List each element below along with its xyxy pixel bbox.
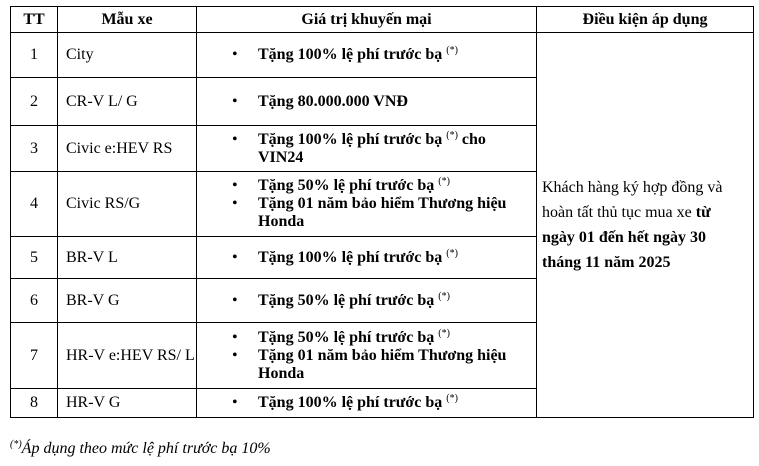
car-model: Civic e:HEV RS bbox=[57, 125, 197, 172]
car-model: BR-V L bbox=[57, 236, 197, 279]
row-number: 2 bbox=[10, 77, 58, 126]
promotion-text: Tặng 80.000.000 VNĐ bbox=[258, 92, 408, 110]
header-condition: Điều kiện áp dụng bbox=[536, 6, 754, 33]
row-number: 8 bbox=[10, 388, 58, 418]
promotion-cell: Tặng 50% lệ phí trước bạ (*)Tặng 01 năm … bbox=[196, 171, 537, 237]
car-model: Civic RS/G bbox=[57, 171, 197, 237]
promotion-item: Tặng 100% lệ phí trước bạ (*) bbox=[197, 393, 536, 413]
row-number: 4 bbox=[10, 171, 58, 237]
promotion-cell: Tặng 50% lệ phí trước bạ (*) bbox=[196, 278, 537, 323]
promotion-item: Tặng 01 năm bảo hiểm Thương hiệu Honda bbox=[197, 195, 536, 231]
promotion-list: Tặng 50% lệ phí trước bạ (*)Tặng 01 năm … bbox=[197, 177, 536, 231]
footnote-marker: (*) bbox=[10, 439, 22, 450]
promotion-text: Tặng 01 năm bảo hiểm Thương hiệu Honda bbox=[258, 346, 507, 382]
promotion-text: Tặng 100% lệ phí trước bạ bbox=[258, 46, 443, 63]
table-row: 8 HR-V G Tặng 100% lệ phí trước bạ (*) bbox=[10, 388, 754, 418]
footnote-text: Áp dụng theo mức lệ phí trước bạ 10% bbox=[21, 440, 271, 457]
promotion-item: Tặng 100% lệ phí trước bạ (*) cho VIN24 bbox=[197, 129, 536, 167]
row-number: 1 bbox=[10, 32, 58, 78]
promotion-item: Tặng 50% lệ phí trước bạ (*) bbox=[197, 176, 536, 196]
footnote-marker: (*) bbox=[446, 45, 458, 56]
promotion-list: Tặng 100% lệ phí trước bạ (*) cho VIN24 bbox=[197, 129, 536, 167]
car-model: HR-V G bbox=[57, 388, 197, 418]
promotion-list: Tặng 100% lệ phí trước bạ (*) bbox=[197, 393, 536, 413]
table-row: 7 HR-V e:HEV RS/ L Tặng 50% lệ phí trước… bbox=[10, 322, 754, 389]
table-row: 4 Civic RS/G Tặng 50% lệ phí trước bạ (*… bbox=[10, 171, 754, 237]
car-model: CR-V L/ G bbox=[57, 77, 197, 126]
promotion-item: Tặng 50% lệ phí trước bạ (*) bbox=[197, 327, 536, 347]
promotion-cell: Tặng 100% lệ phí trước bạ (*) bbox=[196, 236, 537, 279]
promotion-cell: Tặng 80.000.000 VNĐ bbox=[196, 77, 537, 126]
car-model: HR-V e:HEV RS/ L bbox=[57, 322, 197, 389]
promotion-cell: Tặng 100% lệ phí trước bạ (*) bbox=[196, 388, 537, 418]
promotion-table: TT Mẫu xe Giá trị khuyến mại Điều kiện á… bbox=[10, 6, 754, 418]
footnote-marker: (*) bbox=[438, 327, 450, 339]
promotion-text: Tặng 50% lệ phí trước bạ bbox=[258, 328, 435, 346]
condition-date-range: từ ngày 01 đến hết ngày 30 tháng 11 năm … bbox=[542, 204, 711, 271]
promotion-list: Tặng 80.000.000 VNĐ bbox=[197, 93, 536, 111]
promotion-item: Tặng 80.000.000 VNĐ bbox=[197, 93, 536, 111]
promotion-text: Tặng 100% lệ phí trước bạ bbox=[258, 130, 443, 148]
condition-cell: Khách hàng ký hợp đồng và hoàn tất thủ t… bbox=[536, 32, 754, 418]
footnote-marker: (*) bbox=[438, 176, 450, 187]
promotion-cell: Tặng 50% lệ phí trước bạ (*)Tặng 01 năm … bbox=[196, 322, 537, 389]
car-model: City bbox=[57, 32, 197, 78]
row-number: 7 bbox=[10, 322, 58, 389]
car-model: BR-V G bbox=[57, 278, 197, 323]
row-number: 5 bbox=[10, 236, 58, 279]
promotion-item: Tặng 01 năm bảo hiểm Thương hiệu Honda bbox=[197, 347, 536, 383]
header-promotion: Giá trị khuyến mại bbox=[196, 6, 537, 33]
promotion-text: Tặng 100% lệ phí trước bạ bbox=[258, 394, 443, 411]
promotion-item: Tặng 50% lệ phí trước bạ (*) bbox=[197, 290, 536, 310]
promotion-suffix: cho VIN24 bbox=[258, 130, 486, 166]
promotion-item: Tặng 100% lệ phí trước bạ (*) bbox=[197, 247, 536, 267]
footnote-marker: (*) bbox=[446, 247, 458, 259]
promotion-list: Tặng 100% lệ phí trước bạ (*) bbox=[197, 45, 536, 65]
condition-text: Khách hàng ký hợp đồng và hoàn tất thủ t… bbox=[542, 179, 723, 221]
table-row: 5 BR-V L Tặng 100% lệ phí trước bạ (*) bbox=[10, 236, 754, 279]
table-row: 3 Civic e:HEV RS Tặng 100% lệ phí trước … bbox=[10, 125, 754, 172]
table-row: 1 City Tặng 100% lệ phí trước bạ (*) Khác… bbox=[10, 32, 754, 418]
promotion-text: Tặng 50% lệ phí trước bạ bbox=[258, 291, 435, 309]
promotion-cell: Tặng 100% lệ phí trước bạ (*) cho VIN24 bbox=[196, 125, 537, 172]
promotion-text: Tặng 01 năm bảo hiểm Thương hiệu Honda bbox=[258, 195, 507, 230]
promotion-list: Tặng 50% lệ phí trước bạ (*) bbox=[197, 290, 536, 310]
row-number: 6 bbox=[10, 278, 58, 323]
promotion-list: Tặng 50% lệ phí trước bạ (*)Tặng 01 năm … bbox=[197, 327, 536, 383]
footnote-marker: (*) bbox=[446, 129, 458, 141]
footnote-marker: (*) bbox=[438, 290, 450, 302]
promotion-text: Tặng 50% lệ phí trước bạ bbox=[258, 177, 435, 194]
promotion-item: Tặng 100% lệ phí trước bạ (*) bbox=[197, 45, 536, 65]
row-number: 3 bbox=[10, 125, 58, 172]
footnote-marker: (*) bbox=[446, 393, 458, 404]
promotion-cell: Tặng 100% lệ phí trước bạ (*) bbox=[196, 32, 537, 78]
promotion-list: Tặng 100% lệ phí trước bạ (*) bbox=[197, 247, 536, 267]
header-tt: TT bbox=[10, 6, 58, 33]
table-header-row: TT Mẫu xe Giá trị khuyến mại Điều kiện á… bbox=[10, 6, 754, 33]
footnote: (*)Áp dụng theo mức lệ phí trước bạ 10% bbox=[10, 440, 271, 458]
table-row: 6 BR-V G Tặng 50% lệ phí trước bạ (*) bbox=[10, 278, 754, 323]
promotion-text: Tặng 100% lệ phí trước bạ bbox=[258, 248, 443, 266]
header-model: Mẫu xe bbox=[57, 6, 197, 33]
